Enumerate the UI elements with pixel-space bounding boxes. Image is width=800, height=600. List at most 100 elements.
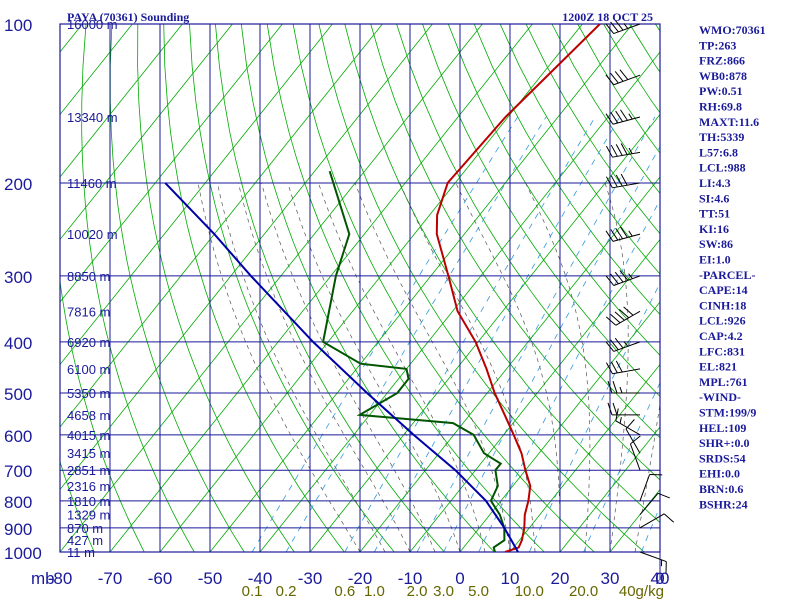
wind-barb-flag: [623, 306, 634, 316]
temperature-tick: -60: [148, 569, 173, 588]
mixing-ratio-label: 10.0: [515, 583, 544, 600]
height-label: 1810 m: [67, 494, 110, 509]
isotherm: [409, 238, 660, 552]
index-line: LCL:988: [699, 161, 746, 175]
wind-barb-flag: [610, 175, 618, 188]
dry-adiabat: [137, 24, 295, 552]
index-line: EL:821: [699, 360, 737, 374]
wind-barb: [639, 513, 675, 529]
wind-barb-staff: [613, 74, 641, 86]
index-line: HEL:109: [699, 421, 746, 435]
mixing-ratio-line: [641, 505, 660, 552]
temperature-tick: 40: [651, 569, 670, 588]
isotherm: [60, 24, 483, 552]
temperature-tick: -80: [48, 569, 73, 588]
wind-barb: [639, 492, 670, 516]
wind-barb-staff: [615, 310, 641, 326]
index-line: STM:199/9: [699, 406, 756, 420]
dry-adiabat: [60, 24, 145, 552]
wind-barb-flag: [610, 229, 619, 241]
height-label: 2851 m: [67, 463, 110, 478]
grid-frame: [59, 23, 661, 580]
wind-barb: [625, 419, 641, 454]
temperature-tick: -50: [198, 569, 223, 588]
isotherm: [459, 301, 660, 552]
temperature-tick: -40: [248, 569, 273, 588]
isotherm: [509, 363, 660, 552]
isotherm: [60, 24, 433, 491]
height-label: 13340 m: [67, 110, 118, 125]
height-label: 5350 m: [67, 386, 110, 401]
wind-barb-flag: [605, 341, 615, 352]
moist-adiabat: [525, 182, 591, 552]
index-line: WMO:70361: [699, 23, 766, 37]
height-label: 870 m: [67, 521, 103, 536]
height-label: 8850 m: [67, 269, 110, 284]
index-line: L57:6.8: [699, 145, 738, 159]
mixing-ratio-line: [583, 381, 660, 552]
wind-barb: [605, 173, 641, 189]
index-line: -WIND-: [699, 390, 741, 404]
dry-adiabat: [344, 24, 660, 523]
wind-barb-staff: [639, 551, 667, 563]
height-label: 4015 m: [67, 428, 110, 443]
wind-barb-staff: [639, 492, 659, 516]
wind-barb-flag: [615, 144, 623, 156]
dry-adiabat: [292, 24, 595, 552]
height-label: 427 m: [67, 533, 103, 548]
index-line: CINH:18: [699, 298, 746, 312]
moist-adiabat: [261, 182, 436, 552]
wind-barb-flag: [620, 226, 628, 238]
wind-barb-half-flag: [619, 417, 622, 424]
height-label: 11 m: [67, 545, 95, 560]
wind-barb-half-flag: [619, 386, 623, 394]
index-line: WB0:878: [699, 69, 747, 83]
mixing-ratio-label: 0.6: [334, 583, 355, 600]
wind-barb-flag: [614, 71, 624, 82]
wind-barb-half-flag: [623, 341, 629, 347]
isotherm: [60, 24, 133, 116]
wind-barb-flag: [620, 173, 628, 186]
isotherm: [309, 113, 660, 552]
dry-adiabat: [189, 24, 395, 552]
index-line: TT:51: [699, 207, 730, 221]
wind-barb: [605, 143, 641, 158]
dry-adiabat: [551, 24, 660, 194]
dry-adiabat: [109, 24, 245, 552]
temperature-tick: 20: [551, 569, 570, 588]
pressure-label: 200: [4, 175, 32, 194]
wind-barb-flag: [610, 112, 619, 124]
moist-adiabat: [237, 182, 411, 552]
index-line: KI:16: [699, 222, 729, 236]
dry-adiabat: [370, 24, 660, 481]
wind-barb-flag: [605, 74, 615, 86]
index-line: CAPE:14: [699, 283, 748, 297]
moist-adiabat: [604, 182, 629, 552]
wind-barb: [605, 69, 641, 86]
temperature-tick: -10: [398, 569, 423, 588]
temperature-tick: -30: [298, 569, 323, 588]
index-line: LI:4.3: [699, 176, 731, 190]
dry-adiabat: [266, 24, 545, 552]
sounding-time: 1200Z 18 OCT 25: [562, 10, 653, 24]
wind-barb: [605, 226, 641, 242]
pressure-label: 900: [4, 520, 32, 539]
wind-barb-flag: [610, 21, 619, 33]
isotherm: [109, 24, 533, 552]
wind-barb: [605, 19, 641, 35]
height-label: 10020 m: [67, 227, 118, 242]
height-labels: 16000 m 13340 m 11460 m 10020 m 8850 m 7816 m…: [67, 17, 118, 560]
index-line: PW:0.51: [699, 84, 743, 98]
mixing-ratio-label: 2.0: [407, 583, 428, 600]
wind-barb-flag: [620, 143, 628, 155]
wind-barb: [607, 380, 640, 394]
index-line: CAP:4.2: [699, 329, 743, 343]
moist-adiabat: [287, 182, 461, 552]
temperature-tick: 30: [601, 569, 620, 588]
dry-adiabat: [215, 24, 445, 552]
wind-barb-flag: [605, 362, 613, 374]
wind-barb-flag: [615, 174, 623, 187]
wind-barb-flag: [607, 402, 613, 416]
mixing-ratio-label: 1.0: [364, 583, 385, 600]
